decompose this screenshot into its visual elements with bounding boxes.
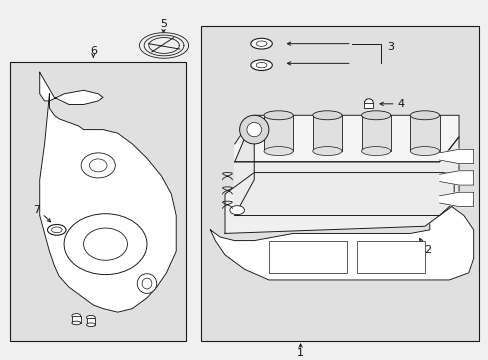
Text: 2: 2 — [423, 244, 430, 255]
Ellipse shape — [86, 315, 95, 320]
Circle shape — [83, 228, 127, 260]
Ellipse shape — [250, 60, 272, 71]
Ellipse shape — [72, 321, 81, 325]
Ellipse shape — [47, 225, 66, 235]
Text: 3: 3 — [386, 42, 393, 52]
Circle shape — [89, 159, 107, 172]
Ellipse shape — [137, 274, 157, 293]
Polygon shape — [439, 171, 473, 185]
Ellipse shape — [312, 111, 341, 120]
Polygon shape — [439, 192, 473, 207]
Ellipse shape — [409, 147, 439, 156]
Polygon shape — [439, 149, 473, 163]
Text: 6: 6 — [90, 46, 97, 56]
Ellipse shape — [51, 227, 62, 233]
Ellipse shape — [72, 314, 81, 318]
Text: 7: 7 — [33, 205, 40, 215]
Ellipse shape — [86, 323, 95, 327]
Ellipse shape — [264, 147, 293, 156]
Polygon shape — [210, 201, 473, 280]
Ellipse shape — [312, 147, 341, 156]
Polygon shape — [224, 172, 453, 233]
Bar — [312, 115, 341, 151]
Ellipse shape — [142, 278, 152, 289]
Bar — [264, 115, 293, 151]
Bar — [86, 318, 95, 325]
Circle shape — [64, 214, 147, 275]
Ellipse shape — [256, 41, 266, 46]
Ellipse shape — [409, 111, 439, 120]
Ellipse shape — [250, 38, 272, 49]
Bar — [409, 115, 439, 151]
Bar — [10, 62, 185, 341]
Circle shape — [81, 153, 115, 178]
Ellipse shape — [256, 62, 266, 68]
Bar — [361, 115, 390, 151]
Bar — [200, 26, 478, 341]
Polygon shape — [234, 115, 254, 216]
Ellipse shape — [229, 206, 244, 215]
Ellipse shape — [246, 122, 261, 137]
Polygon shape — [234, 137, 458, 216]
Text: 4: 4 — [396, 99, 403, 109]
Ellipse shape — [239, 115, 268, 144]
Bar — [356, 240, 424, 273]
Text: 5: 5 — [160, 19, 167, 29]
Text: 1: 1 — [297, 348, 304, 358]
Polygon shape — [40, 72, 103, 104]
Ellipse shape — [361, 111, 390, 120]
Bar — [364, 103, 372, 108]
Bar — [72, 316, 81, 323]
Ellipse shape — [361, 147, 390, 156]
Polygon shape — [40, 94, 176, 312]
Ellipse shape — [264, 111, 293, 120]
Bar — [268, 240, 346, 273]
Ellipse shape — [364, 99, 372, 107]
Polygon shape — [234, 115, 458, 162]
